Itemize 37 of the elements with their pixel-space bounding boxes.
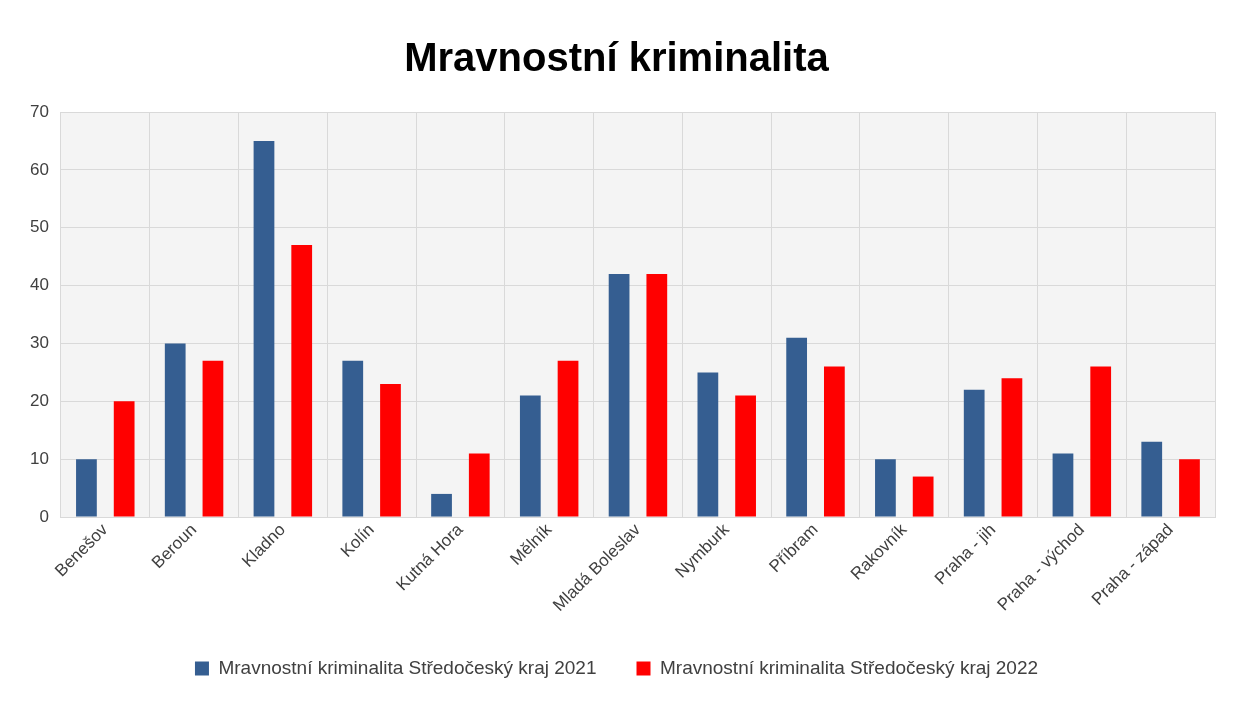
bar bbox=[1001, 378, 1023, 517]
bar bbox=[380, 383, 401, 517]
bar bbox=[824, 366, 845, 517]
bar bbox=[875, 459, 896, 517]
bar bbox=[1052, 453, 1074, 517]
y-tick-label: 0 bbox=[39, 506, 49, 526]
bar bbox=[342, 360, 364, 517]
bar bbox=[1090, 366, 1112, 517]
bar bbox=[1179, 459, 1200, 517]
bar bbox=[963, 389, 985, 517]
legend-label: Mravnostní kriminalita Středočeský kraj 2021 bbox=[218, 656, 597, 678]
y-tick-label: 30 bbox=[29, 333, 49, 353]
bar bbox=[253, 140, 275, 517]
legend-label: Mravnostní kriminalita Středočeský kraj 2022 bbox=[660, 656, 1039, 678]
y-tick-label: 10 bbox=[29, 448, 49, 468]
bar bbox=[519, 395, 541, 517]
bar bbox=[912, 476, 934, 517]
bar bbox=[291, 245, 313, 517]
bar bbox=[557, 360, 579, 517]
bar bbox=[431, 493, 452, 517]
y-tick-label: 20 bbox=[29, 391, 49, 411]
bar bbox=[608, 274, 630, 517]
bar bbox=[697, 372, 719, 517]
bar bbox=[202, 360, 224, 517]
bar bbox=[1141, 441, 1163, 517]
bar bbox=[164, 343, 186, 517]
y-tick-label: 50 bbox=[29, 217, 49, 237]
bar bbox=[646, 274, 668, 517]
bar bbox=[786, 337, 808, 517]
chart-title: Mravnostní kriminalita bbox=[404, 35, 830, 80]
bar bbox=[468, 453, 490, 517]
y-tick-label: 60 bbox=[29, 159, 49, 179]
bar bbox=[113, 401, 135, 517]
y-tick-label: 70 bbox=[29, 101, 49, 121]
bar bbox=[735, 395, 756, 517]
y-tick-label: 40 bbox=[29, 275, 49, 295]
bar bbox=[76, 459, 97, 517]
